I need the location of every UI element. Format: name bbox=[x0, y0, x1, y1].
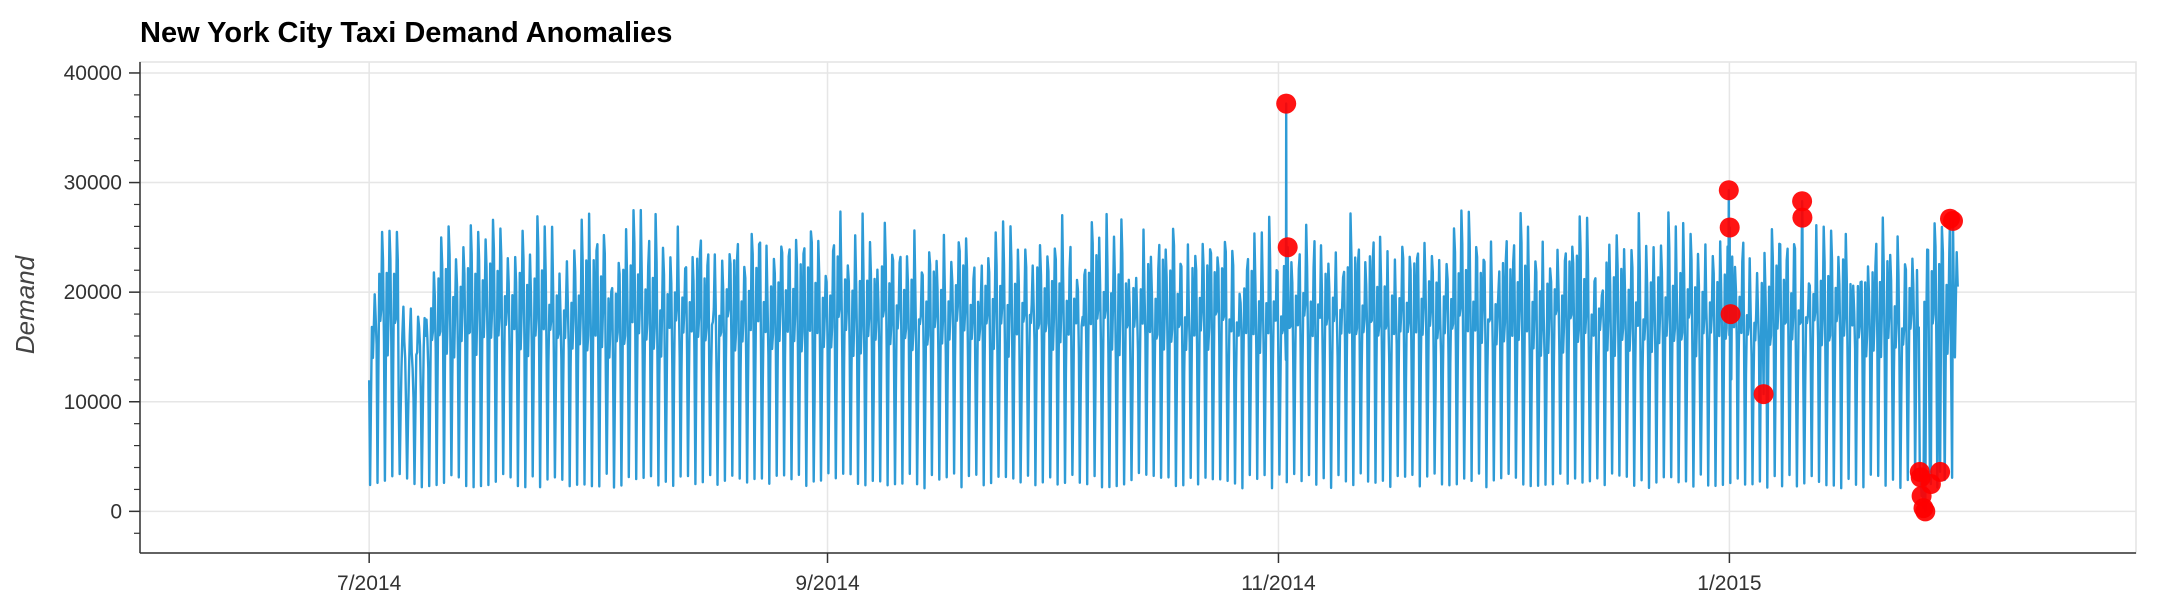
y-tick-label: 10000 bbox=[64, 391, 122, 414]
anomaly-marker bbox=[1792, 207, 1813, 228]
y-tick-label: 20000 bbox=[64, 281, 122, 304]
anomaly-marker bbox=[1943, 210, 1963, 231]
y-tick-label: 40000 bbox=[64, 62, 122, 85]
anomaly-marker bbox=[1753, 384, 1774, 405]
axes: 0 10000 20000 30000 40000 7/2014 9/2014 11/2014… bbox=[64, 62, 2136, 595]
anomaly-markers bbox=[1276, 93, 1963, 522]
anomaly-marker bbox=[1915, 501, 1936, 522]
series-layer bbox=[368, 102, 1959, 513]
y-tick-label: 0 bbox=[110, 500, 122, 523]
anomaly-marker bbox=[1720, 304, 1741, 325]
demand-series-line bbox=[368, 102, 1959, 513]
anomaly-marker bbox=[1277, 237, 1298, 258]
y-tick-label: 30000 bbox=[64, 172, 122, 195]
x-tick-label: 9/2014 bbox=[795, 572, 860, 595]
x-tick-label: 11/2014 bbox=[1241, 572, 1316, 595]
chart-title: New York City Taxi Demand Anomalies bbox=[140, 17, 672, 49]
anomaly-marker bbox=[1719, 217, 1740, 238]
x-tick-label: 1/2015 bbox=[1697, 572, 1761, 595]
anomaly-marker bbox=[1792, 191, 1813, 212]
y-axis-label: Demand bbox=[10, 254, 40, 354]
anomaly-marker bbox=[1930, 461, 1951, 482]
x-tick-label: 7/2014 bbox=[337, 572, 402, 595]
anomaly-marker bbox=[1276, 93, 1297, 114]
anomaly-marker bbox=[1718, 180, 1739, 201]
